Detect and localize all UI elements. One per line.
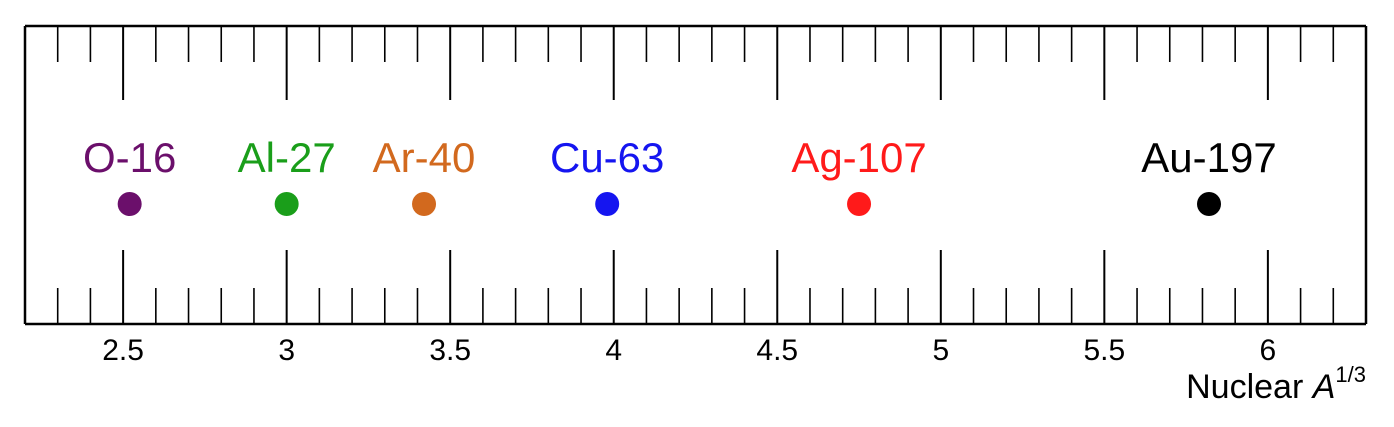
data-point-label: O-16	[83, 134, 176, 181]
data-point-label: Cu-63	[550, 134, 664, 181]
x-tick-labels: 2.5 3 3.5 4 4.5 5 5.5 6	[102, 334, 1276, 367]
data-point	[412, 192, 437, 216]
x-tick-label: 2.5	[102, 334, 144, 367]
x-tick-label: 5.5	[1083, 334, 1125, 367]
x-axis-title: Nuclear A1/3	[1186, 362, 1366, 406]
data-point-label: Au-197	[1141, 134, 1276, 181]
tick-marks	[56, 26, 1335, 324]
plot-frame	[23, 24, 1368, 326]
x-axis-title-exponent: 1/3	[1335, 362, 1366, 387]
data-point	[274, 192, 299, 216]
x-tick-label: 4.5	[756, 334, 798, 367]
data-point-label: Ag-107	[791, 134, 926, 181]
data-point	[1197, 192, 1222, 216]
data-point-label: Al-27	[238, 134, 336, 181]
x-tick-label: 6	[1260, 334, 1277, 367]
x-axis-title-text: Nuclear	[1186, 368, 1313, 406]
data-point	[117, 192, 142, 216]
data-points: O-16 Al-27 Ar-40 Cu-63 Ag-107 Au-197	[83, 134, 1277, 216]
x-tick-label: 4	[605, 334, 622, 367]
x-tick-label: 5	[932, 334, 949, 367]
x-axis-title-variable: A	[1311, 368, 1336, 406]
x-tick-label: 3.5	[429, 334, 471, 367]
data-point-label: Ar-40	[373, 134, 476, 181]
data-point	[847, 192, 872, 216]
x-tick-label: 3	[278, 334, 295, 367]
data-point	[595, 192, 620, 216]
